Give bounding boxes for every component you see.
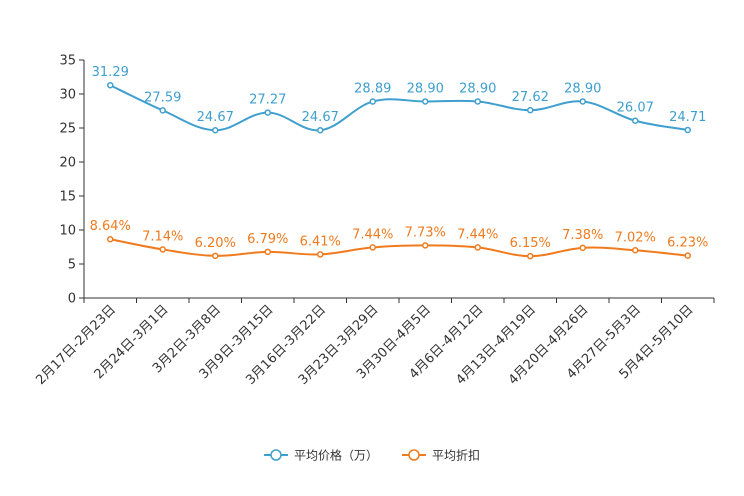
data-point[interactable] [474, 98, 481, 105]
series-1: 8.64% 7.14% 6.20% 6.79% 6.41% 7.44% 7.73% 7.44%… [90, 219, 708, 260]
data-point[interactable] [212, 126, 219, 134]
legend-marker [270, 449, 282, 461]
y-tick-label: 0 [68, 292, 76, 307]
data-point[interactable] [632, 247, 639, 254]
legend-item-1[interactable]: 平均折扣 [402, 448, 480, 463]
data-point[interactable] [369, 98, 376, 105]
data-point[interactable] [632, 117, 639, 124]
data-point[interactable] [107, 235, 114, 243]
data-label: 7.02% [615, 230, 656, 245]
data-label: 26.07 [617, 101, 654, 116]
data-point[interactable] [474, 244, 481, 251]
data-label: 6.79% [247, 232, 288, 247]
chart-legend[interactable]: 平均价格（万） 平均折扣 [264, 448, 480, 463]
data-point[interactable] [212, 252, 219, 260]
data-point[interactable] [264, 248, 271, 256]
data-label: 6.41% [300, 234, 341, 249]
y-tick-label: 35 [59, 54, 76, 69]
data-label: 28.89 [354, 82, 391, 97]
data-point[interactable] [317, 251, 324, 258]
data-label: 8.64% [90, 219, 131, 234]
data-point[interactable] [579, 244, 586, 252]
series-line [110, 238, 688, 258]
legend-marker [408, 449, 420, 461]
data-label: 24.71 [669, 110, 706, 125]
data-label: 24.67 [197, 110, 234, 125]
data-label: 6.15% [510, 236, 551, 251]
data-label: 7.14% [142, 229, 183, 244]
y-tick-label: 10 [59, 224, 76, 239]
data-label: 27.62 [512, 90, 549, 105]
data-label: 7.38% [562, 228, 603, 243]
legend-label: 平均折扣 [432, 448, 480, 463]
legend-label: 平均价格（万） [294, 448, 378, 463]
data-point[interactable] [317, 126, 324, 134]
y-tick-label: 20 [59, 156, 76, 171]
data-label: 27.27 [249, 93, 286, 108]
data-label: 28.90 [459, 81, 496, 96]
data-point[interactable] [527, 106, 534, 114]
data-label: 7.44% [457, 227, 498, 242]
data-point[interactable] [159, 246, 166, 253]
data-label: 7.44% [352, 227, 393, 242]
data-point[interactable] [369, 244, 376, 251]
data-point[interactable] [264, 109, 271, 116]
data-point[interactable] [422, 98, 429, 105]
data-point[interactable] [159, 107, 166, 114]
y-tick-label: 25 [59, 122, 76, 137]
legend-item-0[interactable]: 平均价格（万） [264, 448, 378, 463]
data-point[interactable] [684, 126, 691, 134]
data-label: 7.73% [405, 225, 446, 240]
data-point[interactable] [422, 242, 429, 249]
y-tick-label: 30 [59, 88, 76, 103]
data-label: 31.29 [92, 65, 129, 80]
data-label: 24.67 [302, 110, 339, 125]
y-tick-label: 5 [68, 258, 76, 273]
data-point[interactable] [527, 252, 534, 260]
data-point[interactable] [684, 252, 691, 259]
y-tick-label: 15 [59, 190, 76, 205]
series-layer: 31.29 27.59 24.67 27.27 24.67 28.89 28.90 28.90… [90, 65, 708, 260]
series-0: 31.29 27.59 24.67 27.27 24.67 28.89 28.90 28.90… [92, 65, 706, 134]
data-label: 27.59 [144, 90, 181, 105]
series-line [109, 84, 688, 132]
data-label: 28.90 [407, 81, 444, 96]
data-point[interactable] [107, 81, 114, 89]
data-label: 6.23% [667, 236, 708, 251]
data-point[interactable] [579, 98, 586, 105]
data-label: 6.20% [195, 236, 236, 251]
data-label: 28.90 [564, 81, 601, 96]
